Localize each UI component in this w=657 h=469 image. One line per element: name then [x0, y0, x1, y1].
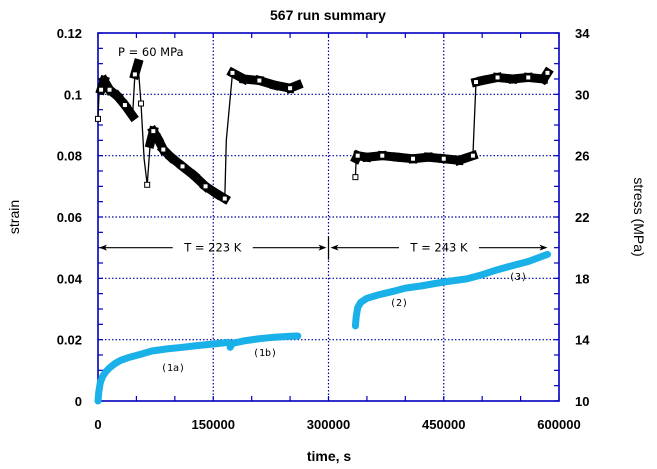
arrowhead-right — [539, 244, 548, 251]
tick-labels: 0 150000 300000 450000 600000 0 0.02 0.04 0.06 0.… — [57, 26, 591, 432]
stress-marker — [473, 79, 480, 86]
strain-line-segment — [226, 332, 302, 351]
temperature-1-label: T = 223 K — [183, 241, 242, 255]
temperature-arrows — [99, 236, 548, 260]
chart-title: 567 run summary — [270, 7, 386, 23]
stress-marker — [469, 152, 476, 159]
stress-marker — [221, 195, 228, 202]
stress-marker — [98, 86, 105, 93]
y2-tick-label: 18 — [575, 271, 589, 286]
stress-marker — [150, 128, 157, 135]
stress-marker — [544, 69, 551, 76]
x-tick-label: 600000 — [537, 417, 580, 432]
y-tick-label: 0.06 — [57, 210, 82, 225]
pressure-annotation: P = 60 MPa — [118, 45, 184, 59]
stress-marker — [106, 86, 113, 93]
stress-marker — [352, 174, 359, 181]
y2-tick-label: 14 — [575, 333, 590, 348]
y-tick-label: 0.04 — [57, 271, 83, 286]
stress-marker — [229, 69, 236, 76]
stress-marker — [410, 155, 417, 162]
stress-series — [95, 58, 554, 205]
y-tick-label: 0.08 — [57, 149, 82, 164]
stress-marker — [525, 74, 532, 81]
stress-marker — [379, 152, 386, 159]
x-tick-label: 300000 — [307, 417, 350, 432]
x-tick-label: 450000 — [422, 417, 465, 432]
y2-tick-label: 34 — [575, 26, 590, 41]
y-tick-label: 0.02 — [57, 333, 82, 348]
stress-marker — [202, 183, 209, 190]
temperature-2-label: T = 243 K — [409, 241, 468, 255]
segment-label-1a: (1a) — [161, 363, 185, 374]
y2-axis-label-stress: stress (MPa) — [631, 177, 647, 256]
y-tick-label: 0 — [75, 394, 82, 409]
y-tick-label: 0.12 — [57, 26, 82, 41]
stress-marker — [440, 155, 447, 162]
arrowhead-right — [318, 244, 327, 251]
stress-marker — [131, 71, 138, 78]
arrowhead-left — [330, 244, 339, 251]
stress-marker — [179, 163, 186, 170]
y2-tick-label: 10 — [575, 394, 589, 409]
x-tick-label: 150000 — [192, 417, 235, 432]
stress-marker — [287, 85, 294, 92]
y2-tick-label: 26 — [575, 149, 589, 164]
stress-marker — [160, 146, 167, 153]
strain-series — [94, 250, 551, 405]
annotations: P = 60 MPa T = 223 K T = 243 K (1a) (1b)… — [99, 45, 548, 374]
segment-label-3: (3) — [509, 272, 527, 283]
y-tick-label: 0.1 — [64, 87, 82, 102]
y-axis-label-strain: strain — [6, 200, 22, 234]
x-tick-label: 0 — [94, 417, 101, 432]
segment-label-1b: (1b) — [253, 348, 277, 359]
stress-marker — [256, 77, 263, 84]
y2-tick-label: 30 — [575, 87, 589, 102]
stress-marker — [144, 181, 151, 188]
stress-marker — [138, 100, 145, 107]
y2-tick-label: 22 — [575, 210, 589, 225]
stress-marker — [95, 115, 101, 122]
stress-marker — [354, 152, 361, 159]
stress-marker — [121, 102, 128, 109]
segment-label-2: (2) — [390, 298, 408, 309]
x-axis-label-time: time, s — [307, 448, 352, 464]
arrowhead-left — [99, 244, 107, 251]
strain-line-segment — [94, 338, 233, 405]
strain-line-segment — [351, 250, 551, 330]
stress-marker — [494, 74, 501, 81]
